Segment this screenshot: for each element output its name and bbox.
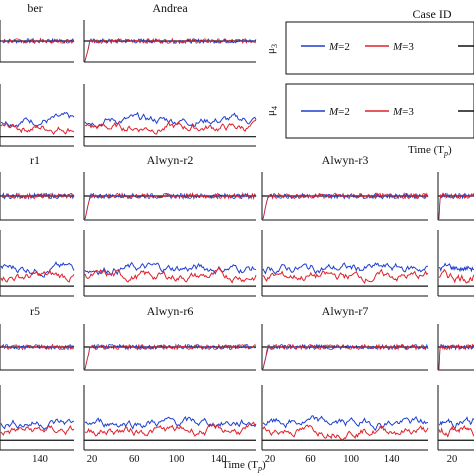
panel: ber <box>0 1 75 147</box>
mu4-series-line <box>84 119 257 135</box>
x-tick-label: 20 <box>87 454 98 465</box>
legend-frame-mu3 <box>285 21 474 75</box>
legend-frame-mu4 <box>285 83 474 139</box>
legend-mu3-label: μ3 <box>265 44 279 54</box>
mu3-series-line <box>0 192 75 200</box>
x-tick-label: 100 <box>343 454 359 465</box>
panel: Andrea <box>83 1 257 147</box>
mu4-series-line <box>262 424 429 441</box>
x-tick-label: 140 <box>32 454 48 465</box>
panel-title: Andrea <box>152 1 188 15</box>
mu4-series-line <box>0 269 75 283</box>
mu4-series-line <box>0 122 75 136</box>
panel: Alwyn-r2 <box>83 153 257 297</box>
panel <box>437 324 474 451</box>
x-tick-label: 140 <box>211 454 227 465</box>
mu3-series-line <box>84 192 257 220</box>
mu3-series-line <box>0 343 74 351</box>
mu4-series-line <box>262 262 428 275</box>
panel-title: r1 <box>30 153 40 167</box>
mu3-series-line <box>262 343 429 370</box>
mu3-series-line <box>438 343 474 370</box>
panel: Alwyn-r7 <box>261 304 429 451</box>
panel-title: ber <box>27 1 42 15</box>
mu3-series-line <box>262 343 429 370</box>
mu4-series-line <box>438 416 474 430</box>
x-tick-label: 20 <box>265 454 276 465</box>
x-tick-label: 20 <box>447 454 458 465</box>
mu3-series-line <box>1 37 75 45</box>
mu4-series-line <box>438 268 474 284</box>
panel-title: Alwyn-r6 <box>147 304 194 318</box>
panel-title: Alwyn-r7 <box>322 304 369 318</box>
mu3-series-line <box>84 343 257 370</box>
mu3-series-line <box>84 343 257 370</box>
mu4-series-line <box>84 416 257 430</box>
mu4-series-line <box>262 268 429 285</box>
panel: r1 <box>0 153 75 297</box>
x-tick-label: 60 <box>305 454 316 465</box>
mu3-series-line <box>262 192 429 220</box>
x-tick-label: 100 <box>169 454 185 465</box>
x-tick-labels: 140 20 60 100 140 20 60 100 140 20 <box>32 454 457 465</box>
panels: ber Andrea r1 Alwyn-r2 Alwyn-r3 r5 Alwyn-r6 Alw… <box>0 1 474 465</box>
mu4-series-line <box>84 111 257 129</box>
mu4-series-line <box>0 418 75 431</box>
x-tick-label: 140 <box>384 454 400 465</box>
mu4-series-line <box>84 421 257 437</box>
x-tick-label: 60 <box>129 454 140 465</box>
mu4-series-line <box>84 261 257 277</box>
mu3-series-line <box>438 192 474 220</box>
panel-title: r5 <box>30 304 40 318</box>
mu4-series-line <box>438 262 474 273</box>
panel: Alwyn-r3 <box>261 153 429 297</box>
mu4-series-line <box>0 424 75 436</box>
legend-m2-label: M=2 <box>328 106 350 118</box>
panel-title: Alwyn-r3 <box>322 153 369 167</box>
x-axis-label: Time (Tp) <box>222 459 266 473</box>
mu4-series-line <box>438 425 474 438</box>
legend-box: Case ID μ3 μ4 M=2 M=3 M=2 M=3 Time (Tp) <box>265 7 474 158</box>
panel: Alwyn-r6 <box>83 304 257 451</box>
legend-title: Case ID <box>413 7 452 21</box>
legend-m2-label: M=2 <box>328 41 350 53</box>
mu3-series-line <box>1 192 75 200</box>
legend-m3-label: M=3 <box>392 41 414 53</box>
mu3-series-line <box>84 37 257 62</box>
legend-mu4-label: μ4 <box>265 106 279 116</box>
mu3-series-line <box>262 191 429 220</box>
panel: r5 <box>0 304 75 451</box>
panel-title: Alwyn-r2 <box>147 153 194 167</box>
legend-x-axis-label: Time (Tp) <box>408 144 452 158</box>
legend-m3-label: M=3 <box>392 106 414 118</box>
mu4-series-line <box>84 267 257 284</box>
mu4-series-line <box>262 415 429 432</box>
panel <box>437 172 474 297</box>
